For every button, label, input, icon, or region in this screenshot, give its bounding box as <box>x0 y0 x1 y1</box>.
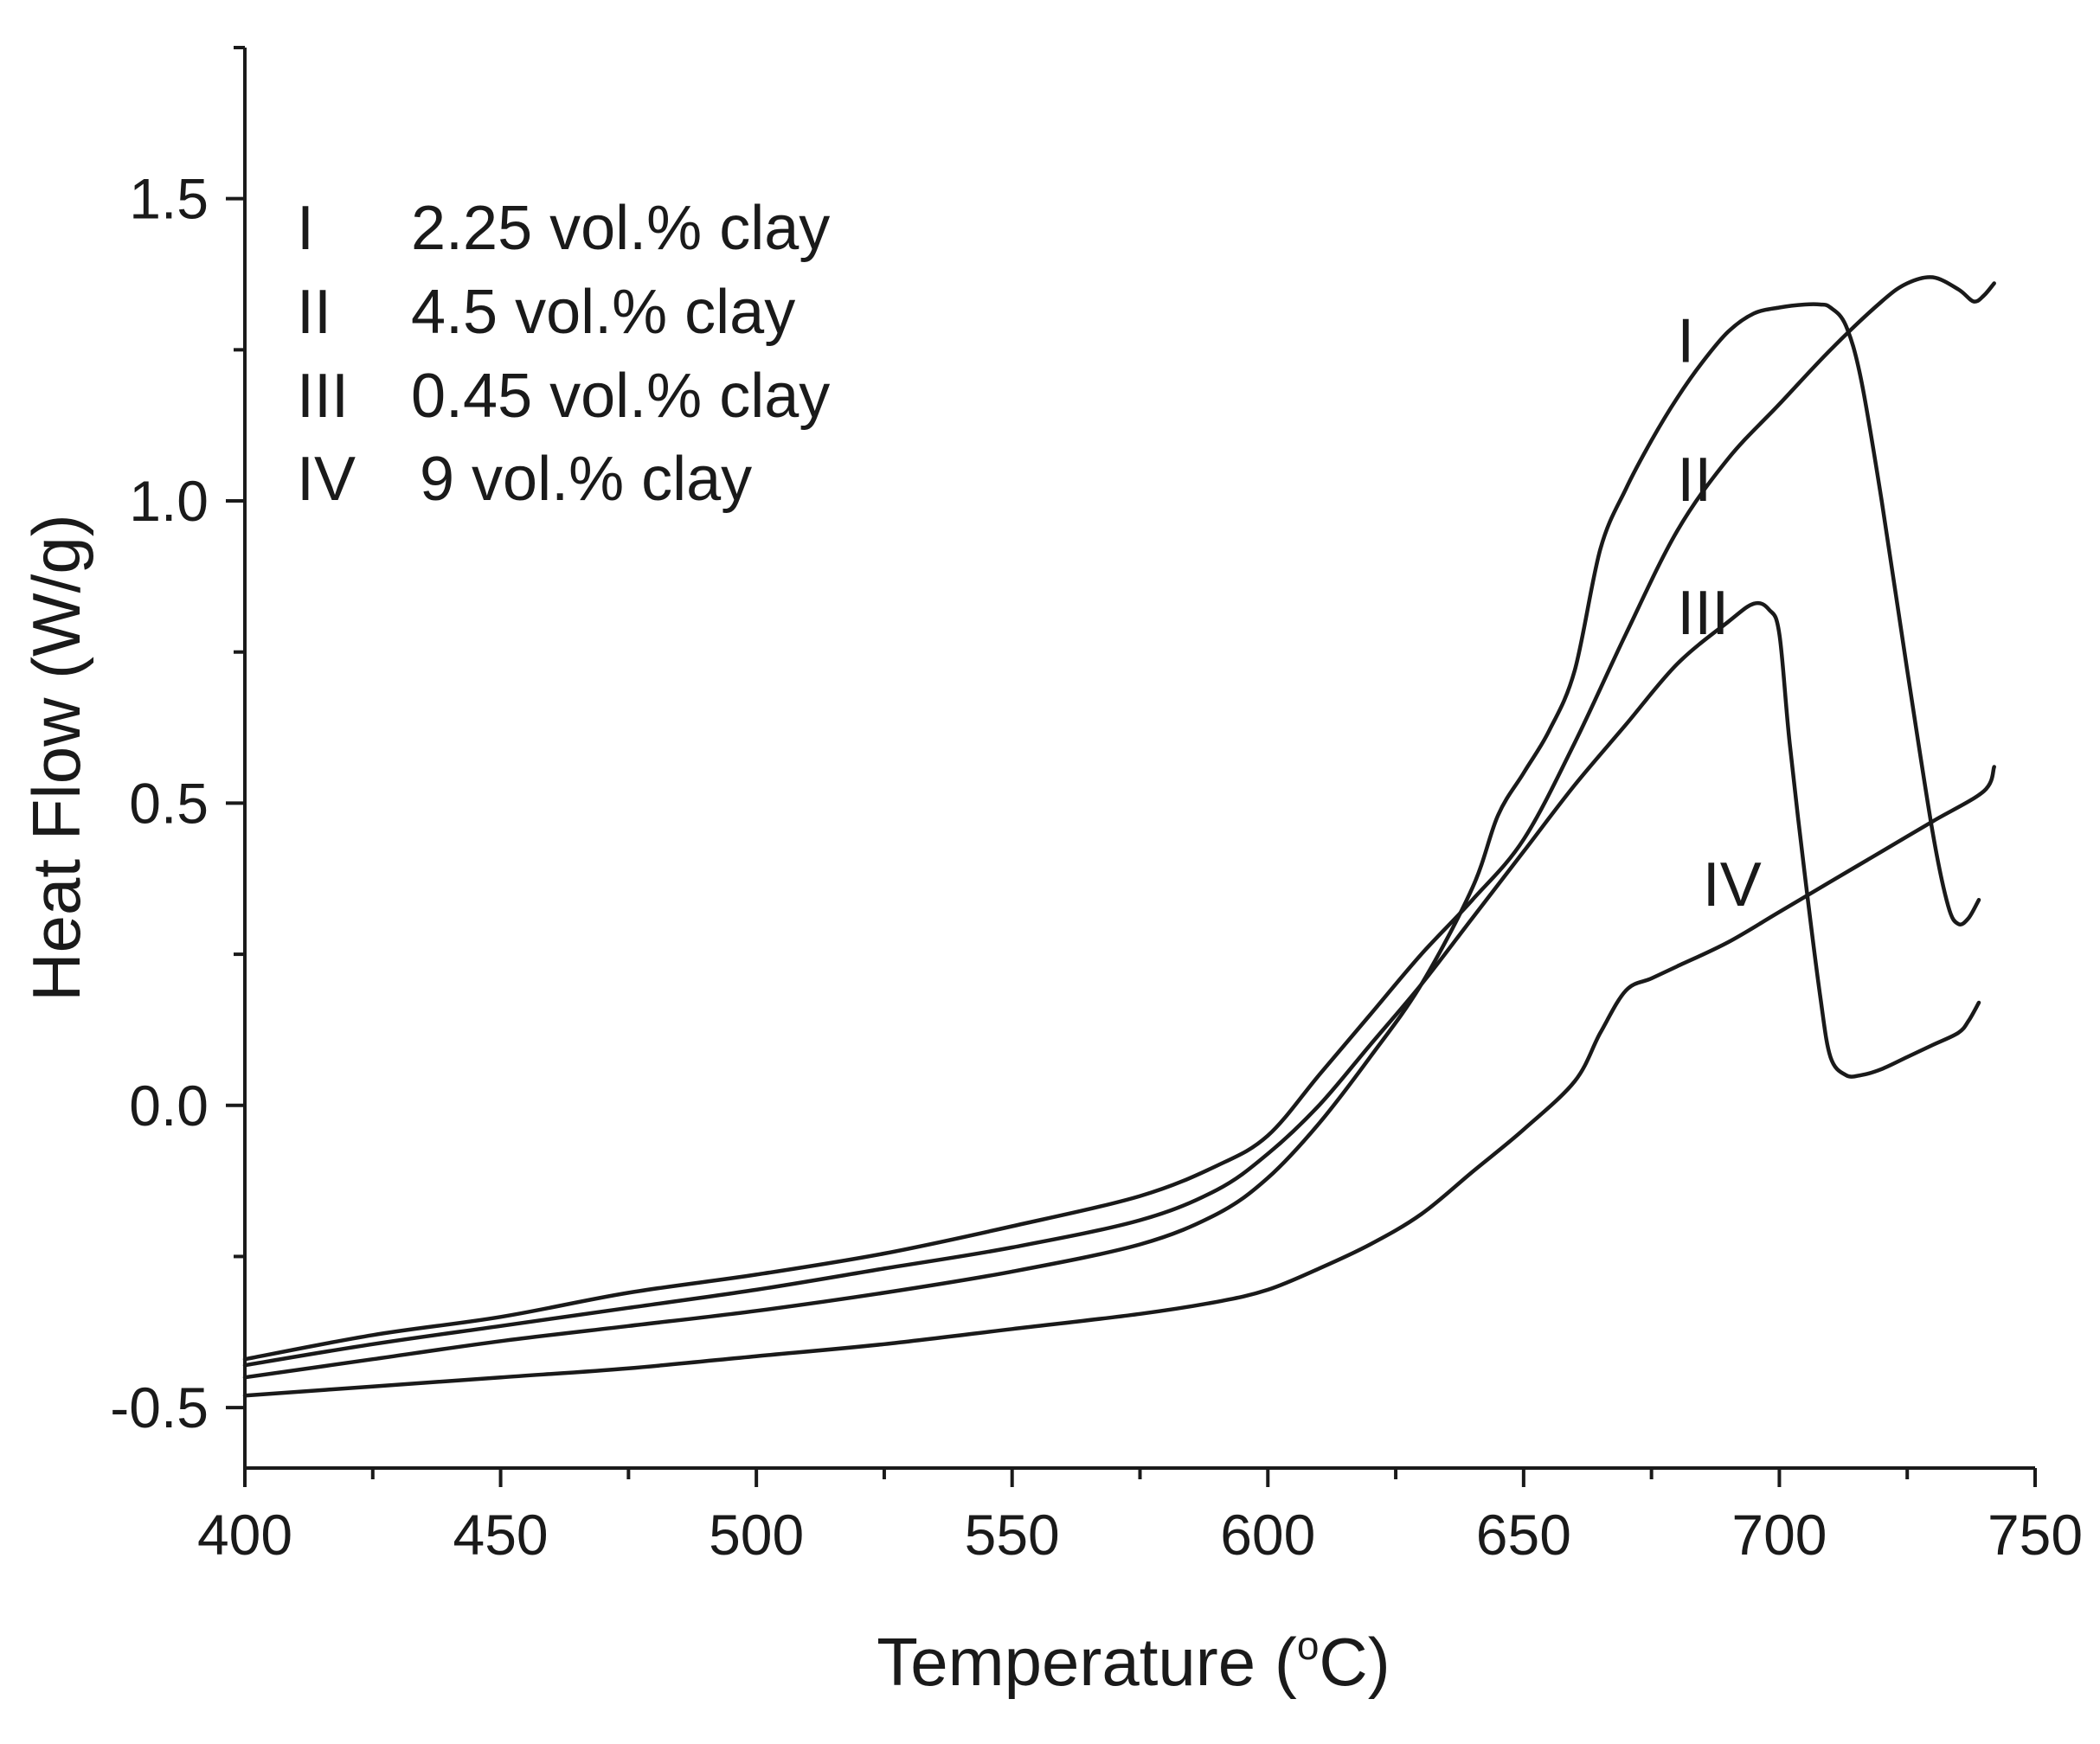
curve-label-III: III <box>1677 579 1729 648</box>
x-tick-label: 700 <box>1731 1503 1827 1567</box>
legend-id-2: II <box>297 278 331 347</box>
curve-label-I: I <box>1677 306 1694 375</box>
series-line-IV <box>242 765 1996 1398</box>
x-tick-label: 600 <box>1220 1503 1315 1567</box>
legend: I 2.25 vol.% clay II 4.5 vol.% clay III … <box>297 194 830 514</box>
legend-text-2: 4.5 vol.% clay <box>411 278 795 347</box>
y-tick-label: 1.5 <box>129 167 209 231</box>
x-tick-label: 750 <box>1988 1503 2083 1567</box>
x-tick-label: 550 <box>965 1503 1060 1567</box>
y-tick-label: 1.0 <box>129 469 209 533</box>
x-tick-label: 450 <box>453 1503 549 1567</box>
legend-text-3: 0.45 vol.% clay <box>411 362 830 431</box>
x-axis-title-main: Temperature ( <box>877 1624 1297 1700</box>
curve-label-IV: IV <box>1703 850 1762 920</box>
y-axis-title: Heat Flow (W/g) <box>18 514 94 1001</box>
x-axis-title-unit: C) <box>1319 1624 1390 1700</box>
y-tick-label: 0.0 <box>129 1074 209 1138</box>
legend-text-4: 9 vol.% clay <box>420 445 752 514</box>
legend-id-1: I <box>297 194 314 263</box>
series-line-II <box>242 275 1996 1362</box>
series-line-I <box>242 302 1981 1380</box>
ticks: 400 450 500 550 600 650 700 750 -0.5 0.0 0.5 1.0 1.5 <box>110 46 2083 1567</box>
legend-id-3: III <box>297 362 349 431</box>
curve-label-II: II <box>1677 446 1711 515</box>
x-tick-label: 500 <box>709 1503 804 1567</box>
legend-text-1: 2.25 vol.% clay <box>411 194 830 263</box>
series-lines <box>242 275 1996 1398</box>
x-tick-label: 650 <box>1476 1503 1571 1567</box>
legend-id-4: IV <box>297 445 356 514</box>
x-tick-label: 400 <box>197 1503 292 1567</box>
series-line-III <box>242 600 1981 1368</box>
y-tick-label: 0.5 <box>129 771 209 835</box>
x-axis-title-degree: o <box>1297 1623 1320 1668</box>
y-tick-label: -0.5 <box>110 1375 209 1439</box>
x-axis-title: Temperature (oC) <box>877 1623 1390 1700</box>
